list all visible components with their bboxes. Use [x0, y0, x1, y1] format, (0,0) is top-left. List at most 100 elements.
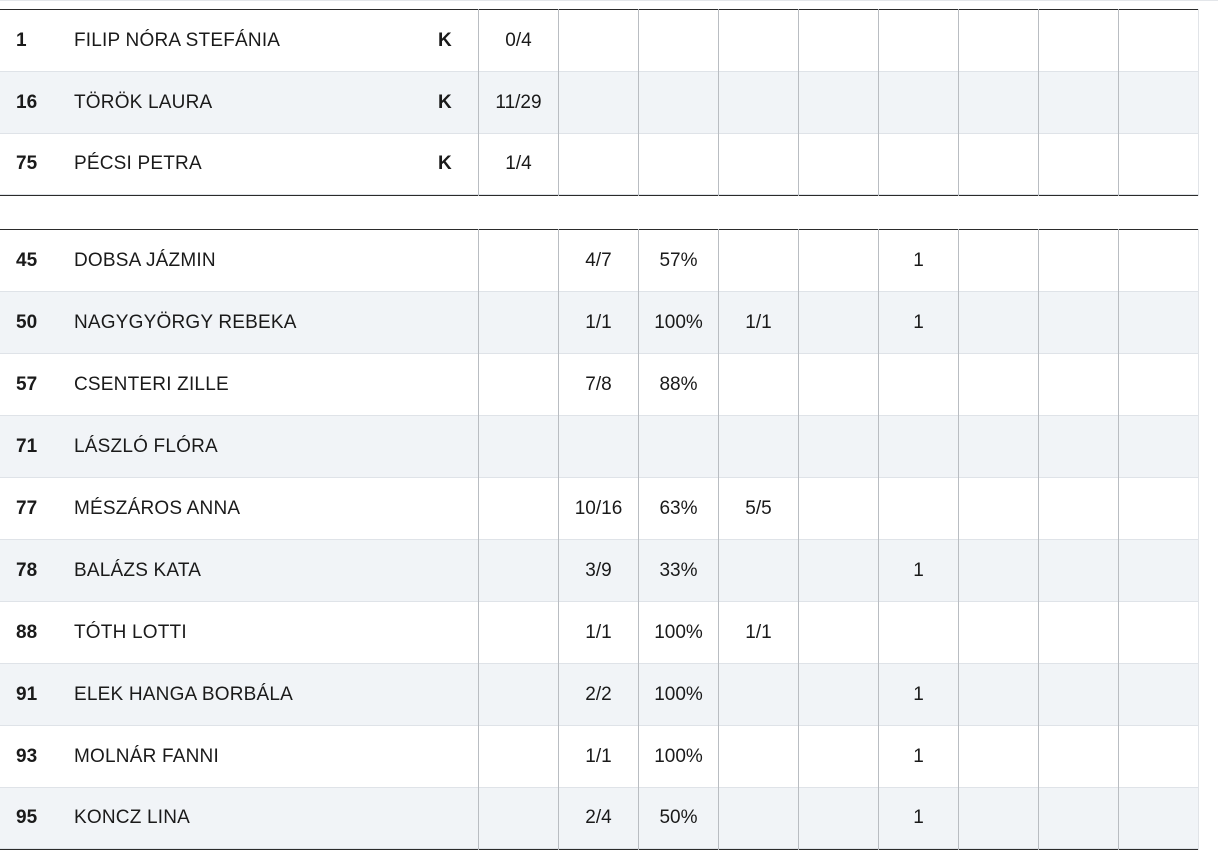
- stat-cell: [478, 229, 559, 292]
- stat-cell: [798, 787, 879, 850]
- stat-cell: [478, 601, 559, 664]
- stat-cell: [478, 291, 559, 354]
- stat-cell: 2/4: [558, 787, 639, 850]
- stat-cell: [1038, 725, 1119, 788]
- stat-cell: 100%: [638, 291, 719, 354]
- stat-cell: [1118, 663, 1199, 726]
- stat-cell: 4/7: [558, 229, 639, 292]
- stat-cell: [1038, 477, 1119, 540]
- stat-cell: 50%: [638, 787, 719, 850]
- stat-cell: 100%: [638, 601, 719, 664]
- stat-cell: [718, 539, 799, 602]
- player-number: 1: [0, 9, 74, 72]
- stat-cell: [1118, 229, 1199, 292]
- stat-cell: 1/1: [558, 725, 639, 788]
- role-badge: [438, 353, 479, 416]
- stat-cell: [798, 133, 879, 196]
- stat-cell: [558, 71, 639, 134]
- player-name: ELEK HANGA BORBÁLA: [74, 663, 438, 726]
- stat-cell: [878, 133, 959, 196]
- table-row: 78 BALÁZS KATA 3/9 33% 1: [0, 539, 1199, 602]
- stat-cell: [718, 415, 799, 478]
- stat-cell: [638, 71, 719, 134]
- player-name: MÉSZÁROS ANNA: [74, 477, 438, 540]
- role-badge: [438, 477, 479, 540]
- stat-cell: 7/8: [558, 353, 639, 416]
- table-row: 91 ELEK HANGA BORBÁLA 2/2 100% 1: [0, 663, 1199, 726]
- player-name: NAGYGYÖRGY REBEKA: [74, 291, 438, 354]
- stat-cell: 11/29: [478, 71, 559, 134]
- stat-cell: 10/16: [558, 477, 639, 540]
- table-row: 57 CSENTERI ZILLE 7/8 88%: [0, 353, 1199, 416]
- stat-cell: 1: [878, 725, 959, 788]
- role-badge: [438, 229, 479, 292]
- role-badge: [438, 787, 479, 850]
- stat-cell: 2/2: [558, 663, 639, 726]
- stat-cell: [1038, 601, 1119, 664]
- stat-cell: [1038, 353, 1119, 416]
- role-badge: K: [438, 71, 479, 134]
- stat-cell: [798, 601, 879, 664]
- stat-cell: [878, 353, 959, 416]
- stat-cell: 3/9: [558, 539, 639, 602]
- player-number: 57: [0, 353, 74, 416]
- stat-cell: [1038, 291, 1119, 354]
- stat-cell: [1038, 787, 1119, 850]
- top-divider: [0, 0, 1218, 1]
- table-row: 50 NAGYGYÖRGY REBEKA 1/1 100% 1/1 1: [0, 291, 1199, 354]
- stat-cell: 1: [878, 663, 959, 726]
- stat-cell: [958, 601, 1039, 664]
- stat-cell: [718, 725, 799, 788]
- player-name: PÉCSI PETRA: [74, 133, 438, 196]
- stat-cell: [718, 133, 799, 196]
- role-badge: [438, 539, 479, 602]
- stat-cell: [478, 663, 559, 726]
- table-row: 93 MOLNÁR FANNI 1/1 100% 1: [0, 725, 1199, 788]
- stat-cell: [798, 415, 879, 478]
- role-badge: [438, 415, 479, 478]
- stat-cell: [798, 353, 879, 416]
- role-badge: K: [438, 9, 479, 72]
- stat-cell: [798, 229, 879, 292]
- stat-cell: [958, 291, 1039, 354]
- stat-cell: [958, 415, 1039, 478]
- player-number: 16: [0, 71, 74, 134]
- stat-cell: [638, 133, 719, 196]
- player-number: 45: [0, 229, 74, 292]
- stat-cell: 1/1: [718, 291, 799, 354]
- stat-cell: 1: [878, 229, 959, 292]
- stat-cell: [1118, 725, 1199, 788]
- table-row: 16 TÖRÖK LAURA K 11/29: [0, 71, 1199, 134]
- player-name: KONCZ LINA: [74, 787, 438, 850]
- stat-cell: [478, 539, 559, 602]
- stat-cell: [638, 415, 719, 478]
- stat-cell: [478, 353, 559, 416]
- stat-cell: [558, 9, 639, 72]
- stat-cell: [958, 353, 1039, 416]
- stat-cell: 100%: [638, 725, 719, 788]
- stat-cell: 1: [878, 539, 959, 602]
- stat-cell: [478, 415, 559, 478]
- stat-cell: 63%: [638, 477, 719, 540]
- stat-cell: [478, 725, 559, 788]
- role-badge: [438, 291, 479, 354]
- player-name: CSENTERI ZILLE: [74, 353, 438, 416]
- stat-cell: [1118, 787, 1199, 850]
- stat-cell: [1118, 133, 1199, 196]
- stat-cell: [798, 539, 879, 602]
- stat-cell: [1118, 539, 1199, 602]
- stat-cell: [1038, 9, 1119, 72]
- stat-cell: [478, 787, 559, 850]
- stat-cell: [1038, 415, 1119, 478]
- table-row: 95 KONCZ LINA 2/4 50% 1: [0, 787, 1199, 850]
- stat-cell: [798, 71, 879, 134]
- player-number: 71: [0, 415, 74, 478]
- stat-cell: [798, 9, 879, 72]
- player-number: 88: [0, 601, 74, 664]
- stat-cell: [958, 133, 1039, 196]
- stat-cell: [878, 601, 959, 664]
- stat-cell: [1038, 133, 1119, 196]
- stat-cell: [878, 477, 959, 540]
- stat-cell: [958, 229, 1039, 292]
- table-row: 45 DOBSA JÁZMIN 4/7 57% 1: [0, 229, 1199, 292]
